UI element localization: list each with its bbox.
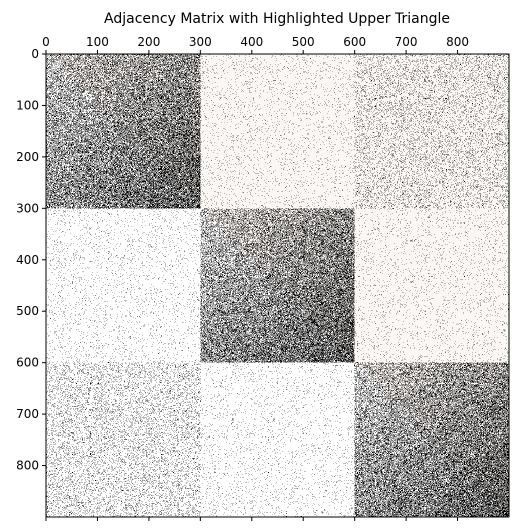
y-tick-label: 400 [16,253,39,267]
y-axis-ticks: 0 100 200 300 400 500 600 700 800 [16,47,46,473]
y-tick-label: 200 [16,150,39,164]
chart-title: Adjacency Matrix with Highlighted Upper … [104,11,450,27]
y-tick-label: 500 [16,304,39,318]
x-tick-label: 600 [343,35,366,49]
x-tick-label: 0 [42,35,50,49]
x-tick-label: 400 [240,35,263,49]
x-tick-label: 500 [292,35,315,49]
x-tick-label: 800 [446,35,469,49]
y-tick-label: 800 [16,459,39,473]
y-tick-label: 700 [16,407,39,421]
y-tick-label: 0 [31,47,39,61]
x-tick-label: 700 [395,35,418,49]
x-tick-label: 300 [189,35,212,49]
plot-frame [45,53,510,518]
y-tick-label: 300 [16,201,39,215]
y-tick-label: 600 [16,356,39,370]
matrix-heatmap [46,54,509,517]
x-axis-ticks: 0 100 200 300 400 500 600 700 800 [42,35,469,521]
axes: 0 100 200 300 400 500 600 700 800 0 100 200 300 400 5… [16,35,510,521]
x-tick-label: 100 [86,35,109,49]
x-tick-label: 200 [137,35,160,49]
y-tick-label: 100 [16,98,39,112]
